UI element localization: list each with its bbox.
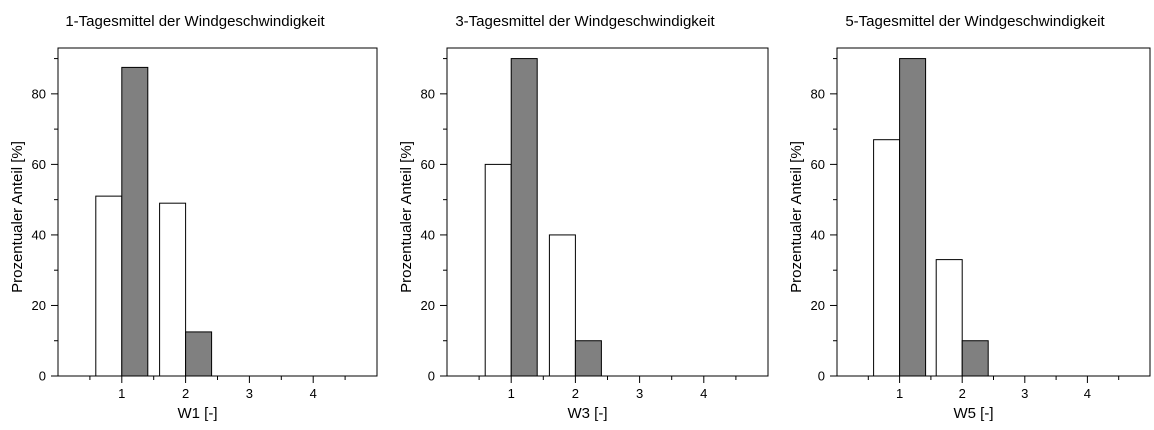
x-tick-label: 4 [700,386,707,401]
x-tick-label: 2 [959,386,966,401]
x-axis-label: W3 [-] [568,405,608,422]
bar-series1-cat2 [935,259,963,377]
bar-series2-cat2 [185,331,213,377]
y-tick-label: 40 [811,227,825,242]
bar-series1-cat2 [159,202,187,377]
x-tick-label: 3 [1021,386,1028,401]
y-tick-label: 0 [39,369,46,384]
x-tick-label: 1 [896,386,903,401]
x-tick-label: 2 [572,386,579,401]
bar-series2-cat1 [121,66,149,377]
x-tick-label: 3 [636,386,643,401]
y-tick-label: 60 [811,157,825,172]
x-tick-label: 1 [118,386,125,401]
bar-series1-cat1 [873,139,901,377]
y-tick-label: 20 [421,298,435,313]
y-tick-label: 20 [811,298,825,313]
x-tick-label: 3 [246,386,253,401]
bar-series2-cat1 [899,58,927,377]
y-tick-label: 60 [32,157,46,172]
bar-series1-cat2 [548,234,576,377]
bar-series1-cat1 [95,195,123,377]
y-tick-label: 80 [32,86,46,101]
y-tick-label: 40 [32,227,46,242]
chart-title: 5-Tagesmittel der Windgeschwindigkeit [845,13,1105,30]
x-tick-label: 4 [1084,386,1091,401]
bar-series2-cat2 [574,340,602,377]
y-tick-label: 40 [421,227,435,242]
y-tick-label: 80 [421,86,435,101]
y-tick-label: 60 [421,157,435,172]
y-axis-label: Prozentualer Anteil [%] [788,141,805,293]
bar-series2-cat2 [961,340,989,377]
chart-title: 3-Tagesmittel der Windgeschwindigkeit [455,13,715,30]
x-axis-label: W5 [-] [954,405,994,422]
y-tick-label: 20 [32,298,46,313]
chart-panel-2: 3-Tagesmittel der Windgeschwindigkeit 0 20… [398,13,769,422]
y-tick-label: 0 [428,369,435,384]
y-tick-label: 0 [818,369,825,384]
x-tick-label: 1 [508,386,515,401]
chart-panel-3: 5-Tagesmittel der Windgeschwindigkeit 0 20… [788,13,1151,422]
chart-panel-1: 1-Tagesmittel der Windgeschwindigkeit 0 20… [9,13,378,422]
y-axis-label: Prozentualer Anteil [%] [9,141,26,293]
x-axis-label: W1 [-] [178,405,218,422]
x-tick-label: 2 [182,386,189,401]
y-tick-label: 80 [811,86,825,101]
chart-title: 1-Tagesmittel der Windgeschwindigkeit [65,13,325,30]
bar-series2-cat1 [510,58,538,377]
bar-series1-cat1 [484,163,512,377]
x-tick-label: 4 [310,386,317,401]
y-axis-label: Prozentualer Anteil [%] [398,141,415,293]
